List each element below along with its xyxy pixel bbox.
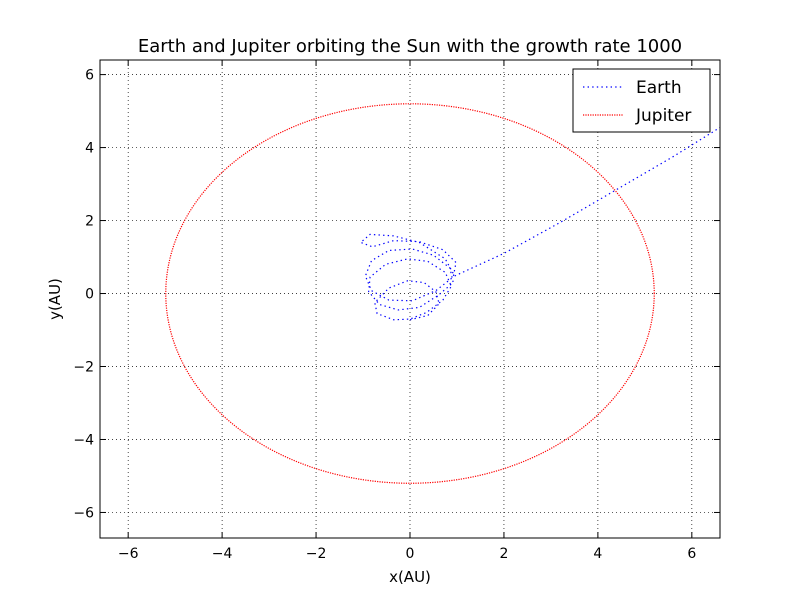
y-tick-label: −4 <box>73 432 94 448</box>
x-tick-label: −4 <box>212 546 233 562</box>
y-tick-label: 2 <box>85 214 94 230</box>
x-tick-label: 4 <box>593 546 602 562</box>
legend-box <box>572 68 711 133</box>
y-tick-label: −6 <box>73 505 94 521</box>
x-tick-label: 0 <box>406 546 415 562</box>
series-earth-line <box>359 126 720 321</box>
y-tick-label: 4 <box>85 141 94 157</box>
legend-jupiter-label: Jupiter <box>635 106 691 126</box>
y-tick-label: 0 <box>85 287 94 303</box>
axis-ticks: −6 −4 −2 0 2 4 6 −6 −4 −2 0 2 4 6 <box>73 60 720 562</box>
x-tick-label: −2 <box>306 546 327 562</box>
chart-title: Earth and Jupiter orbiting the Sun with … <box>138 36 682 57</box>
x-tick-label: −6 <box>118 546 139 562</box>
y-tick-label: 6 <box>85 68 94 84</box>
series-jupiter-line <box>165 103 655 484</box>
y-axis-label: y(AU) <box>46 278 64 320</box>
x-tick-label: 2 <box>499 546 508 562</box>
legend: Earth Jupiter <box>572 68 711 133</box>
x-axis-label: x(AU) <box>389 568 431 586</box>
x-tick-label: 6 <box>687 546 696 562</box>
legend-earth-label: Earth <box>636 78 682 98</box>
y-tick-label: −2 <box>73 360 94 376</box>
